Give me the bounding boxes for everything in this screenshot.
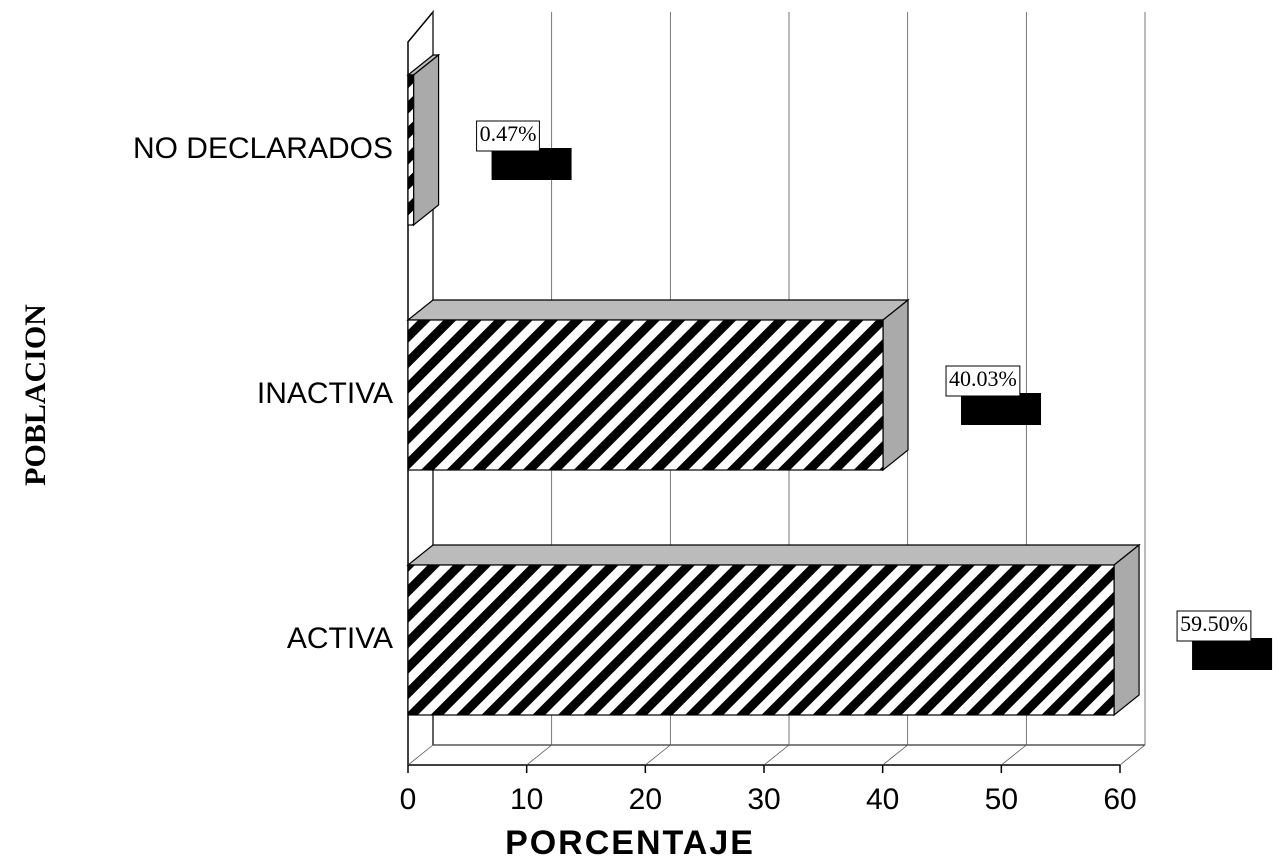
x-tick-label: 60: [1103, 783, 1136, 816]
x-tick-label: 10: [510, 783, 543, 816]
bar-side: [412, 53, 440, 227]
x-tick-label: 20: [629, 783, 662, 816]
bar-side: [882, 298, 909, 472]
label-box: [1176, 610, 1252, 642]
label-shadow: [961, 393, 1042, 425]
label-shadow: [491, 148, 572, 180]
bar: [407, 319, 884, 471]
bar: [407, 564, 1115, 716]
bar: [407, 74, 415, 226]
category-label: ACTIVA: [287, 622, 393, 655]
grid-line-floor: [1119, 744, 1146, 766]
grid-line-floor: [645, 744, 671, 766]
grid-line-floor: [526, 744, 552, 766]
grid-line-floor: [407, 744, 434, 766]
x-axis-label: PORCENTAJE: [505, 824, 755, 862]
x-tick-label: 40: [866, 783, 899, 816]
grid-line-floor: [763, 744, 790, 766]
x-tick-label: 50: [985, 783, 1018, 816]
value-label: 59.50%: [1180, 611, 1248, 636]
label-box: [476, 120, 540, 152]
value-label: 40.03%: [949, 366, 1017, 391]
x-tick-label: 30: [747, 783, 780, 816]
bar-top: [406, 544, 1141, 566]
bar-side: [1113, 543, 1140, 717]
category-label: NO DECLARADOS: [133, 132, 393, 165]
category-label: INACTIVA: [257, 377, 393, 410]
y-axis-label: POBLACION: [19, 304, 52, 486]
grid-line-floor: [1001, 744, 1027, 766]
bar-top: [406, 299, 910, 321]
label-box: [945, 365, 1021, 397]
grid-line-floor: [882, 744, 908, 766]
x-tick-label: 0: [400, 783, 417, 816]
label-shadow: [1192, 638, 1273, 670]
value-label: 0.47%: [480, 121, 537, 146]
